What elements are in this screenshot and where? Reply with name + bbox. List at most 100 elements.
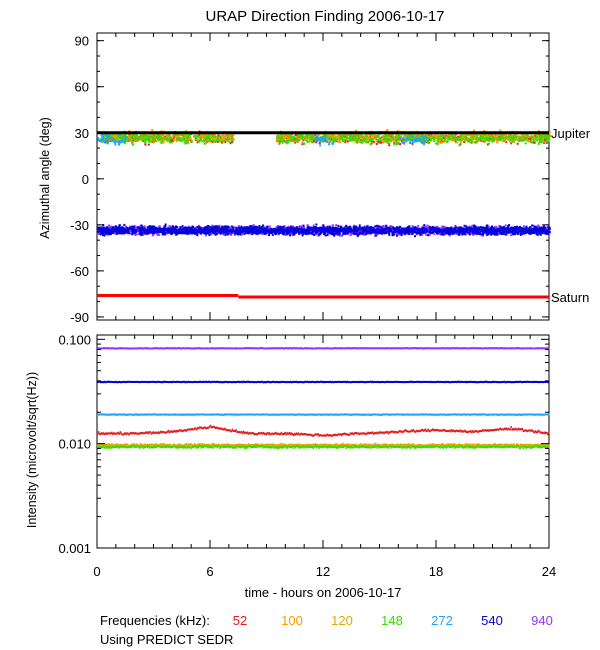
- azimuth-point-540: [513, 227, 516, 230]
- azimuth-point-940: [299, 229, 301, 232]
- azimuth-point-940: [108, 225, 111, 228]
- azimuth-point-540: [104, 233, 107, 235]
- azimuth-point-540: [134, 229, 137, 232]
- azimuth-point-52: [379, 141, 382, 144]
- azimuth-point-52: [131, 137, 134, 140]
- azimuth-point-540: [216, 225, 219, 228]
- azimuth-point-100: [128, 130, 131, 133]
- azimuth-point-540: [304, 228, 306, 231]
- azimuth-point-540: [481, 227, 484, 229]
- azimuth-point-540: [460, 227, 463, 230]
- azimuth-point-540: [225, 228, 228, 231]
- azimuth-point-540: [526, 231, 529, 234]
- azimuth-point-540: [120, 232, 123, 235]
- azimuth-point-540: [521, 227, 524, 230]
- azimuth-point-540: [504, 227, 507, 230]
- azimuth-point-540: [289, 229, 292, 232]
- azimuth-point-540: [485, 224, 488, 227]
- azimuth-point-940: [426, 224, 429, 227]
- azimuth-point-540: [423, 227, 426, 230]
- azimuth-point-540: [122, 230, 125, 233]
- azimuth-point-540: [323, 226, 326, 229]
- azimuth-point-540: [388, 232, 391, 235]
- azimuth-point-540: [322, 224, 325, 227]
- azimuth-point-540: [361, 229, 364, 232]
- azimuth-point-540: [482, 229, 485, 232]
- azimuth-point-540: [312, 230, 315, 233]
- azimuth-point-540: [244, 231, 247, 234]
- azimuth-point-540: [534, 230, 537, 233]
- azimuth-point-540: [103, 231, 106, 234]
- azimuth-point-940: [473, 233, 476, 236]
- azimuth-point-540: [502, 229, 505, 232]
- azimuth-point-940: [249, 232, 252, 235]
- azimuth-point-540: [126, 229, 129, 232]
- azimuth-point-540: [419, 233, 422, 236]
- azimuth-point-540: [151, 225, 154, 228]
- azimuth-point-540: [176, 229, 179, 232]
- azimuth-point-540: [300, 228, 303, 231]
- azimuth-point-540: [425, 229, 428, 231]
- azimuth-point-540: [282, 232, 285, 235]
- azimuth-point-540: [114, 227, 117, 230]
- azimuth-point-940: [366, 227, 369, 230]
- azimuth-point-540: [301, 233, 304, 236]
- azimuth-point-540: [417, 227, 420, 230]
- azimuth-point-540: [257, 229, 260, 232]
- azimuth-point-940: [142, 233, 145, 236]
- azimuth-point-940: [210, 233, 213, 236]
- azimuth-point-540: [186, 227, 189, 230]
- azimuth-point-940: [443, 225, 446, 228]
- azimuth-point-540: [380, 226, 383, 229]
- azimuth-point-540: [254, 225, 257, 228]
- azimuth-point-540: [387, 228, 390, 231]
- azimuth-point-540: [323, 233, 325, 235]
- azimuth-point-540: [157, 230, 160, 233]
- azimuth-point-940: [289, 233, 292, 236]
- azimuth-point-540: [185, 229, 188, 231]
- azimuth-point-940: [156, 232, 158, 235]
- azimuth-point-540: [188, 230, 191, 233]
- azimuth-point-540: [195, 232, 198, 235]
- azimuth-point-940: [338, 234, 341, 237]
- azimuth-point-940: [268, 225, 271, 228]
- azimuth-point-540: [489, 229, 492, 232]
- azimuth-point-540: [190, 227, 193, 230]
- azimuth-point-540: [338, 230, 341, 233]
- azimuth-point-940: [427, 228, 430, 231]
- azimuth-point-540: [147, 229, 150, 232]
- azimuth-point-540: [294, 230, 297, 233]
- azimuth-point-540: [255, 226, 258, 228]
- azimuth-point-540: [455, 226, 457, 229]
- azimuth-point-540: [144, 229, 147, 232]
- azimuth-point-540: [458, 227, 461, 229]
- azimuth-point-540: [523, 232, 526, 235]
- azimuth-point-540: [120, 228, 123, 231]
- azimuth-point-540: [148, 232, 151, 235]
- azimuth-point-940: [109, 225, 112, 228]
- azimuth-point-540: [208, 230, 211, 233]
- azimuth-point-540: [420, 231, 423, 234]
- azimuth-point-540: [199, 232, 202, 234]
- azimuth-point-540: [491, 229, 494, 232]
- azimuth-point-540: [219, 227, 221, 230]
- azimuth-point-540: [416, 228, 419, 231]
- azimuth-point-540: [207, 227, 210, 230]
- azimuth-point-540: [318, 233, 321, 235]
- azimuth-point-940: [428, 233, 431, 236]
- azimuth-point-540: [447, 227, 450, 230]
- azimuth-point-540: [512, 232, 515, 235]
- azimuth-point-540: [430, 228, 433, 231]
- azimuth-point-540: [265, 232, 268, 235]
- azimuth-point-540: [479, 228, 482, 231]
- azimuth-point-540: [217, 230, 219, 232]
- azimuth-point-540: [541, 230, 544, 233]
- azimuth-point-540: [341, 227, 343, 230]
- azimuth-point-540: [442, 229, 445, 232]
- azimuth-point-940: [373, 232, 376, 235]
- azimuth-point-540: [291, 231, 294, 234]
- azimuth-point-940: [129, 230, 132, 232]
- azimuth-point-940: [398, 233, 401, 236]
- azimuth-point-52: [399, 143, 402, 146]
- azimuth-point-540: [153, 225, 156, 228]
